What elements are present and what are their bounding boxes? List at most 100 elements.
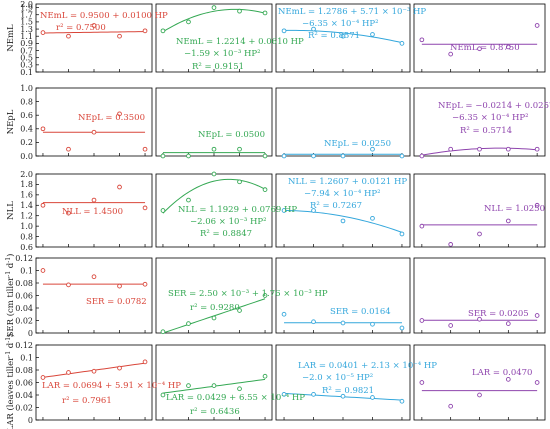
y-axis-label-part: NLL <box>6 201 16 220</box>
y-tick-label: 1.8 <box>20 180 33 189</box>
data-point-r2-c1 <box>186 197 191 203</box>
equation-label: −6.35 × 10⁻⁴ HP² <box>302 19 379 29</box>
data-point-r2-c1 <box>262 187 268 192</box>
y-axis-label: NEpL <box>6 109 16 134</box>
y-tick-label: 0.1 <box>20 266 33 275</box>
data-point-r0-c3 <box>477 46 482 52</box>
data-point-r0-c2 <box>281 28 287 34</box>
y-tick-label: 2.0 <box>20 170 33 179</box>
data-point-r4-c2 <box>399 398 405 404</box>
data-point-r3-c1 <box>186 321 191 326</box>
data-point-r0-c0 <box>142 28 148 34</box>
data-point-r1-c2 <box>370 146 375 152</box>
equation-label: NEmL = 0.8750 <box>450 43 520 53</box>
equation-label: SER = 0.0205 <box>468 309 529 319</box>
data-point-r4-c0 <box>40 375 46 380</box>
data-point-r4-c2 <box>340 393 346 399</box>
data-point-r2-c3 <box>534 202 540 208</box>
y-axis-label: LAR (leaves tiller-1 d-1) <box>5 334 17 429</box>
data-point-r3-c0 <box>66 282 71 288</box>
y-tick-label: 0 <box>28 416 33 425</box>
y-tick-label: 0.8 <box>20 232 33 241</box>
equation-label: r² = 0.7961 <box>62 396 112 406</box>
equation-label: NLL = 1.1929 + 0.0769 HP <box>178 205 297 215</box>
data-point-r3-c0 <box>40 268 46 273</box>
y-tick-label: 0.4 <box>20 125 33 134</box>
data-point-r3-c1 <box>237 308 242 313</box>
y-axis-label-part: ) <box>5 334 16 337</box>
data-point-r4-c3 <box>477 392 482 398</box>
data-point-r1-c1 <box>160 153 166 159</box>
data-point-r3-c3 <box>419 318 425 323</box>
data-point-r0-c2 <box>311 26 316 32</box>
data-point-r4-c1 <box>160 392 166 398</box>
equation-label: NEpL = −0.0214 + 0.0257 HP <box>438 101 550 111</box>
y-tick-label: 0.02 <box>15 316 33 325</box>
data-point-r4-c0 <box>91 368 97 374</box>
data-point-r1-c3 <box>534 146 540 152</box>
data-point-r3-c2 <box>399 325 405 331</box>
equation-label: R² = 0.9821 <box>322 386 374 396</box>
data-point-r0-c0 <box>66 33 71 39</box>
data-point-r3-c1 <box>262 293 268 298</box>
equation-label: LAR = 0.0401 + 2.13 × 10⁻⁴ HP <box>298 361 437 371</box>
y-axis-label: SER (cm tiller-1 d-1) <box>5 254 17 338</box>
y-axes: 0.10.30.50.70.91.11.31.51.71.92.0NEmL0.0… <box>5 0 39 429</box>
y-tick-label: 0.3 <box>20 61 33 70</box>
data-point-r4-c1 <box>237 386 242 392</box>
y-tick-label: 1.5 <box>20 18 33 27</box>
equation-label: NEpL = 0.3500 <box>78 113 145 123</box>
data-point-r2-c0 <box>117 184 122 190</box>
data-point-r0-c2 <box>340 33 346 39</box>
data-point-r1-c1 <box>186 153 191 159</box>
data-point-r4-c0 <box>142 359 148 365</box>
equation-label: −7.94 × 10⁻⁴ HP² <box>304 189 381 199</box>
y-tick-label: 0.1 <box>20 353 33 362</box>
equation-label: R² = 0.9151 <box>192 62 244 72</box>
y-axis-label: NLL <box>6 201 16 220</box>
equation-label: NEmL = 1.2786 + 5.71 × 10⁻³ HP <box>278 7 426 17</box>
fit-line-r2-c2 <box>284 210 403 233</box>
y-tick-label: 0.04 <box>15 391 33 400</box>
data-point-r1-c2 <box>281 153 287 159</box>
equation-label: r² = 0.9280 <box>190 303 240 313</box>
equation-label: LAR = 0.0694 + 5.91 × 10⁻⁴ HP <box>42 381 181 391</box>
data-point-r4-c0 <box>117 365 122 371</box>
equation-label: R² = 0.8847 <box>200 229 252 239</box>
equation-label: NEmL = 0.9500 + 0.0100 HP <box>40 11 168 21</box>
panel-frame-r0-c3 <box>413 3 546 73</box>
data-point-r4-c2 <box>281 392 287 397</box>
data-point-r1-c0 <box>117 111 122 117</box>
data-point-r2-c1 <box>237 179 242 185</box>
y-tick-label: 0.1 <box>20 68 33 77</box>
data-point-r3-c3 <box>477 316 482 322</box>
y-axis-label-part: -1 <box>5 337 12 343</box>
data-point-r3-c1 <box>211 315 217 321</box>
y-axis-label-part: d <box>6 342 16 351</box>
data-point-r3-c2 <box>311 319 316 325</box>
data-point-r1-c3 <box>477 146 482 152</box>
y-tick-label: 0.12 <box>15 254 33 263</box>
data-points <box>40 5 540 409</box>
panel-frame-r3-c3 <box>413 257 546 334</box>
data-point-r2-c2 <box>311 208 316 213</box>
equation-label: LAR = 0.0470 <box>472 368 532 378</box>
annotations: NEmL = 0.9500 + 0.0100 HP r² = 0.7500 NEmL… <box>40 7 550 417</box>
data-point-r1-c2 <box>399 153 405 159</box>
data-point-r4-c1 <box>262 373 268 379</box>
data-point-r2-c2 <box>281 208 287 213</box>
y-tick-label: 0.06 <box>15 291 33 300</box>
data-point-r0-c3 <box>419 37 425 43</box>
y-tick-label: 1.3 <box>20 25 33 34</box>
fit-line-r0-c2 <box>284 29 403 44</box>
data-point-r1-c0 <box>40 126 46 132</box>
data-point-r0-c1 <box>262 10 268 16</box>
y-axis-label-part: -1 <box>5 271 12 277</box>
fit-line-r2-c1 <box>162 178 266 214</box>
data-point-r4-c1 <box>211 383 217 388</box>
equation-label: −6.35 × 10⁻⁴ HP² <box>452 113 529 123</box>
data-point-r3-c2 <box>370 321 375 327</box>
y-axis-label-part: -1 <box>5 351 12 357</box>
y-tick-label: 1.0 <box>20 84 33 93</box>
